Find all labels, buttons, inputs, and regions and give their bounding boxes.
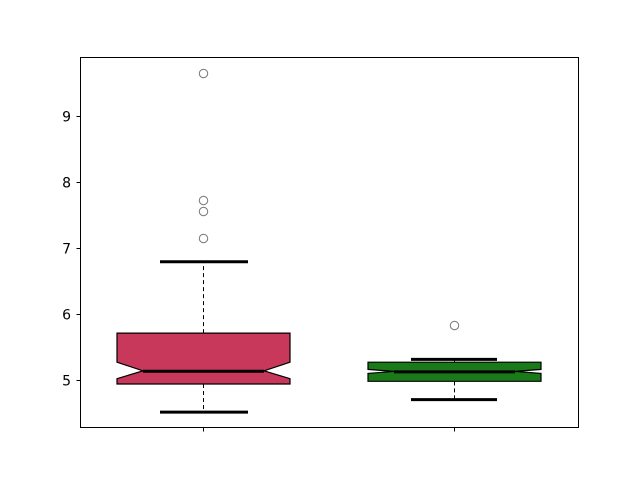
outlier-point bbox=[449, 320, 460, 331]
outlier-point bbox=[198, 206, 209, 217]
outlier-point bbox=[198, 195, 209, 206]
axes-frame bbox=[80, 57, 579, 428]
outlier-point bbox=[198, 68, 209, 79]
y-tick-label: 8 bbox=[62, 176, 71, 192]
y-tick-label: 7 bbox=[62, 242, 71, 258]
box-body bbox=[116, 332, 291, 385]
outlier-point bbox=[198, 233, 209, 244]
y-tick-label: 9 bbox=[62, 110, 71, 126]
y-tick-label: 6 bbox=[62, 308, 71, 324]
y-tick-label: 5 bbox=[62, 374, 71, 390]
